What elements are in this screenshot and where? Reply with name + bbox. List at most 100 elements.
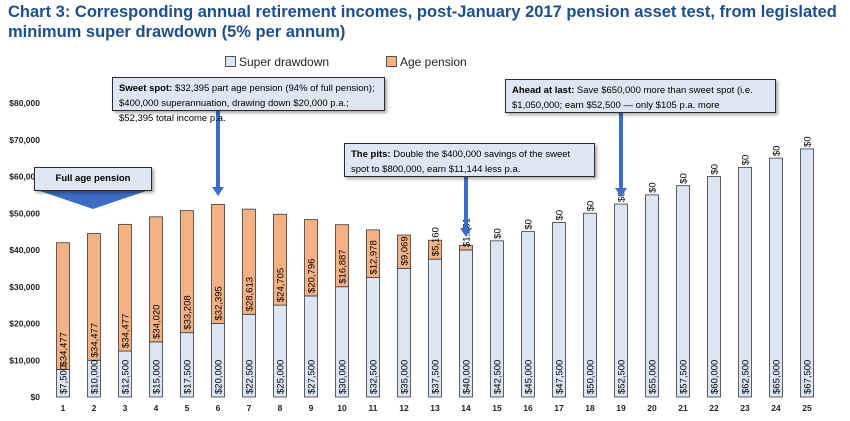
arrow-the-pits [464,177,468,229]
bar-super-drawdown [583,212,597,398]
data-label-age-pension: $0 [555,210,566,221]
arrow-ahead-at-last-head [615,188,627,197]
legend-age-pension: Age pension [386,55,467,69]
chart-title: Chart 3: Corresponding annual retirement… [8,3,837,41]
x-tick-label: 23 [740,403,750,413]
bar-age-pension [56,242,70,370]
callout-sweet-spot-bold: Sweet spot: [119,83,173,94]
data-label-super-drawdown: $35,000 [400,360,411,394]
data-label-super-drawdown: $15,000 [152,360,163,394]
x-tick-label: 19 [616,403,626,413]
data-label-age-pension: $34,477 [59,332,70,366]
data-label-super-drawdown: $12,500 [121,360,132,394]
bar-age-pension [459,245,473,251]
bar-age-pension [304,219,318,297]
x-tick-label: 12 [399,403,409,413]
x-tick-label: 18 [585,403,595,413]
legend-label-pension: Age pension [400,55,467,69]
x-tick-label: 17 [554,403,564,413]
callout-ahead-at-last: Ahead at last: Save $650,000 more than s… [505,79,776,113]
callout-the-pits-text: Double the $400,000 savings of the sweet… [351,149,571,175]
data-label-age-pension: $9,069 [400,236,411,265]
bar-super-drawdown [707,176,721,398]
data-label-age-pension: $0 [772,146,783,157]
data-label-age-pension: $0 [493,228,504,239]
y-tick-label: $40,000 [9,245,40,255]
callout-the-pits-bold: The pits: [351,149,391,160]
callout-full-age-pension-bold: Full age pension [55,173,131,184]
legend-swatch-pension [386,56,397,67]
bar-super-drawdown [490,240,504,398]
bar-super-drawdown [738,166,752,398]
bar-super-drawdown [676,185,690,398]
data-label-super-drawdown: $60,000 [710,360,721,394]
arrow-sweet-spot [216,111,220,188]
data-label-super-drawdown: $27,500 [307,360,318,394]
bar-age-pension [149,216,163,343]
bar-age-pension [366,229,380,278]
x-tick-label: 10 [337,403,347,413]
data-label-age-pension: $16,887 [338,249,349,283]
data-label-age-pension: $24,705 [276,268,287,302]
data-label-age-pension: $0 [679,173,690,184]
data-label-super-drawdown: $67,500 [803,360,814,394]
data-label-age-pension: $0 [648,182,659,193]
y-tick-label: $60,000 [9,172,40,182]
bar-super-drawdown [769,157,783,398]
legend-super-drawdown: Super drawdown [225,55,329,69]
data-label-age-pension: $28,613 [245,277,256,311]
data-label-age-pension: $0 [524,219,535,230]
data-label-super-drawdown: $42,500 [493,360,504,394]
x-tick-label: 9 [309,403,314,413]
y-tick-label: $50,000 [9,208,40,218]
x-tick-label: 21 [678,403,688,413]
callout-ahead-at-last-text: Save $650,000 more than sweet spot (i.e.… [512,85,753,111]
x-tick-label: 15 [492,403,502,413]
callout-sweet-spot-text: $32,395 part age pension (94% of full pe… [119,83,375,124]
y-tick-label: $0 [31,392,41,402]
x-tick-label: 4 [154,403,159,413]
bar-age-pension [335,224,349,288]
y-tick-label: $20,000 [9,319,40,329]
data-label-super-drawdown: $45,000 [524,360,535,394]
x-tick-label: 16 [523,403,533,413]
bar-super-drawdown [800,148,814,398]
data-label-super-drawdown: $57,500 [679,360,690,394]
data-label-age-pension: $0 [803,136,814,147]
bar-age-pension [428,239,442,260]
data-label-super-drawdown: $20,000 [214,360,225,394]
y-tick-label: $10,000 [9,355,40,365]
callout-ahead-at-last-bold: Ahead at last: [512,85,575,96]
y-tick-label: $70,000 [9,135,40,145]
bar-age-pension [242,208,256,315]
data-label-age-pension: $0 [741,155,752,166]
data-label-age-pension: $34,477 [90,323,101,357]
bar-super-drawdown [521,231,535,398]
x-tick-label: 7 [247,403,252,413]
x-tick-label: 22 [709,403,719,413]
bar-age-pension [211,204,225,324]
x-tick-label: 2 [92,403,97,413]
data-label-super-drawdown: $25,000 [276,360,287,394]
bar-age-pension [397,234,411,269]
x-tick-label: 20 [647,403,657,413]
data-label-super-drawdown: $52,500 [617,360,628,394]
x-tick-label: 24 [771,403,781,413]
data-label-age-pension: $34,477 [121,314,132,348]
data-label-age-pension: $34,020 [152,305,163,339]
bar-age-pension [87,233,101,361]
data-label-age-pension: $20,796 [307,259,318,293]
data-label-age-pension: $12,978 [369,240,380,274]
data-label-super-drawdown: $30,000 [338,360,349,394]
y-tick-label: $80,000 [9,98,40,108]
x-tick-label: 14 [461,403,471,413]
data-label-super-drawdown: $65,000 [772,360,783,394]
callout-the-pits: The pits: Double the $400,000 savings of… [344,143,595,177]
data-label-age-pension: $0 [586,201,597,212]
data-label-super-drawdown: $55,000 [648,360,659,394]
bar-age-pension [180,210,194,334]
data-label-super-drawdown: $37,500 [431,360,442,394]
legend-label-super: Super drawdown [239,55,330,69]
data-label-age-pension: $0 [617,191,628,202]
bar-age-pension [273,213,287,306]
